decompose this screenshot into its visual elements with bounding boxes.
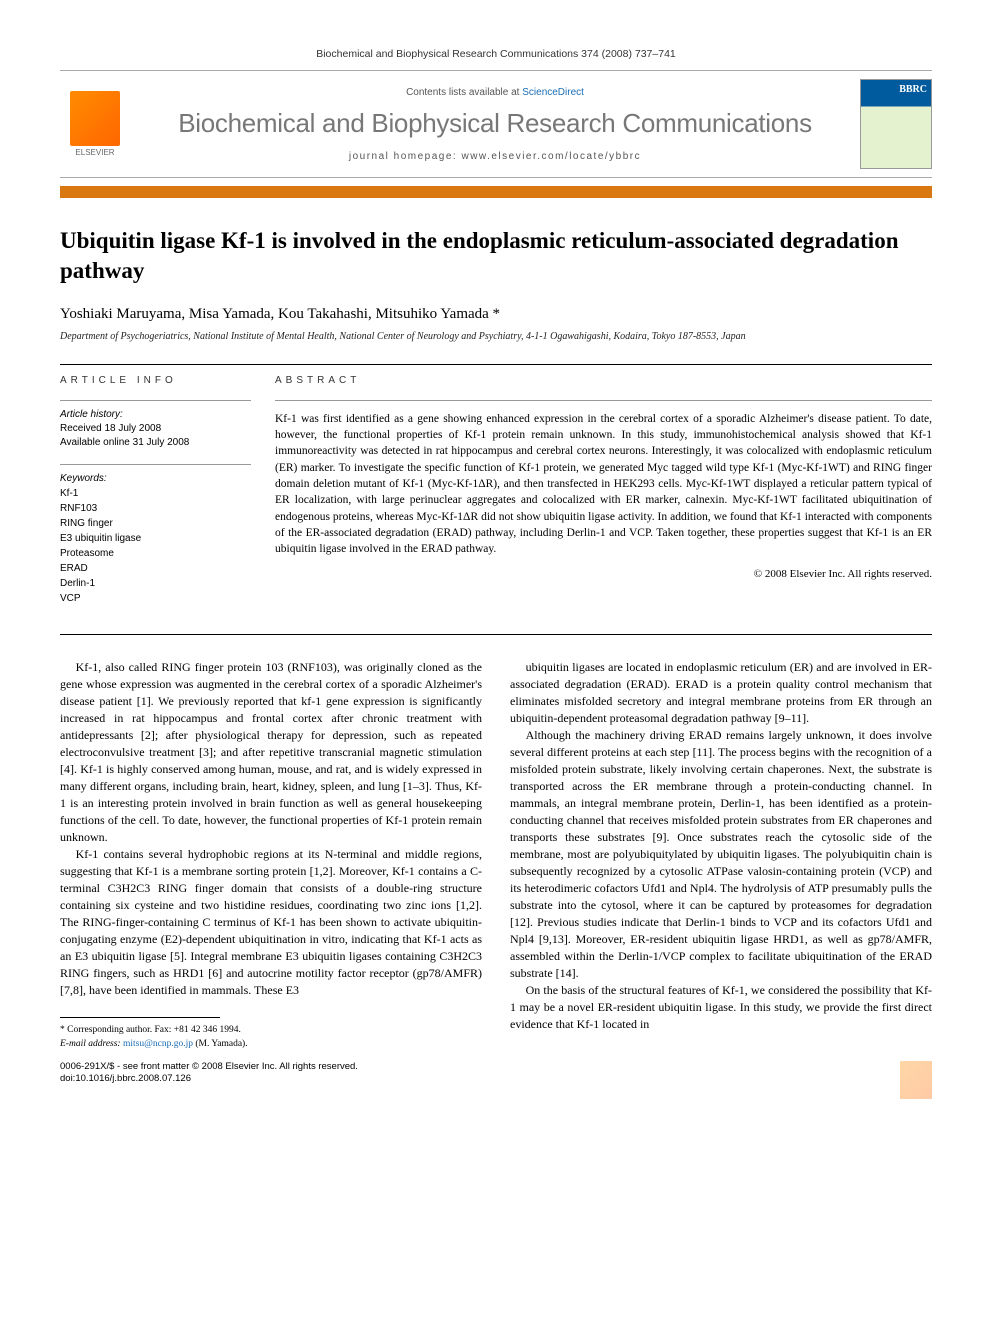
- history-label: Article history:: [60, 409, 251, 420]
- corresponding-author: * Corresponding author. Fax: +81 42 346 …: [60, 1024, 482, 1051]
- abstract-heading: ABSTRACT: [275, 365, 932, 400]
- footnote-rule: [60, 1017, 220, 1018]
- affiliation: Department of Psychogeriatrics, National…: [60, 331, 932, 342]
- body-column-left: Kf-1, also called RING finger protein 10…: [60, 659, 482, 1051]
- abstract-copyright: © 2008 Elsevier Inc. All rights reserved…: [275, 568, 932, 580]
- article-info-heading: ARTICLE INFO: [60, 365, 251, 400]
- body-paragraph: Kf-1, also called RING finger protein 10…: [60, 659, 482, 846]
- journal-name: Biochemical and Biophysical Research Com…: [142, 108, 848, 139]
- homepage-prefix: journal homepage:: [349, 151, 462, 162]
- contents-line: Contents lists available at ScienceDirec…: [142, 87, 848, 98]
- keyword: E3 ubiquitin ligase: [60, 531, 251, 546]
- elsevier-logo: ELSEVIER: [60, 84, 130, 164]
- keyword: Proteasome: [60, 546, 251, 561]
- body-paragraph: ubiquitin ligases are located in endopla…: [510, 659, 932, 727]
- keyword: Kf-1: [60, 486, 251, 501]
- keyword: RING finger: [60, 516, 251, 531]
- copyright-line: 0006-291X/$ - see front matter © 2008 El…: [60, 1061, 358, 1073]
- authors: Yoshiaki Maruyama, Misa Yamada, Kou Taka…: [60, 306, 932, 323]
- elsevier-label: ELSEVIER: [75, 148, 114, 157]
- elsevier-tree-icon: [70, 91, 120, 146]
- body-paragraph: Although the machinery driving ERAD rema…: [510, 727, 932, 982]
- keyword: ERAD: [60, 561, 251, 576]
- online-date: Available online 31 July 2008: [60, 436, 251, 450]
- received-date: Received 18 July 2008: [60, 422, 251, 436]
- homepage-line: journal homepage: www.elsevier.com/locat…: [142, 151, 848, 162]
- keywords-label: Keywords:: [60, 473, 251, 484]
- body-paragraph: Kf-1 contains several hydrophobic region…: [60, 846, 482, 999]
- homepage-url: www.elsevier.com/locate/ybbrc: [461, 151, 641, 162]
- contents-prefix: Contents lists available at: [406, 87, 522, 98]
- header-citation: Biochemical and Biophysical Research Com…: [60, 48, 932, 60]
- abstract-column: ABSTRACT Kf-1 was first identified as a …: [275, 365, 932, 635]
- email-name: (M. Yamada).: [195, 1039, 247, 1049]
- keyword: Derlin-1: [60, 576, 251, 591]
- sciencedirect-link[interactable]: ScienceDirect: [522, 87, 584, 98]
- keyword: VCP: [60, 591, 251, 606]
- doi: doi:10.1016/j.bbrc.2008.07.126: [60, 1073, 358, 1085]
- corr-fax: * Corresponding author. Fax: +81 42 346 …: [60, 1024, 482, 1037]
- abstract-text: Kf-1 was first identified as a gene show…: [275, 400, 932, 558]
- article-info-column: ARTICLE INFO Article history: Received 1…: [60, 365, 275, 635]
- article-title: Ubiquitin ligase Kf-1 is involved in the…: [60, 226, 932, 286]
- footer-row: 0006-291X/$ - see front matter © 2008 El…: [60, 1061, 932, 1099]
- body-text: Kf-1, also called RING finger protein 10…: [60, 659, 932, 1051]
- keywords-list: Kf-1 RNF103 RING finger E3 ubiquitin lig…: [60, 486, 251, 606]
- email-label: E-mail address:: [60, 1039, 121, 1049]
- journal-banner: ELSEVIER Contents lists available at Sci…: [60, 70, 932, 178]
- body-column-right: ubiquitin ligases are located in endopla…: [510, 659, 932, 1051]
- elsevier-small-icon: [900, 1061, 932, 1099]
- orange-divider: [60, 186, 932, 198]
- email-link[interactable]: mitsu@ncnp.go.jp: [123, 1039, 193, 1049]
- keyword: RNF103: [60, 501, 251, 516]
- journal-cover-thumb: [860, 79, 932, 169]
- body-paragraph: On the basis of the structural features …: [510, 982, 932, 1033]
